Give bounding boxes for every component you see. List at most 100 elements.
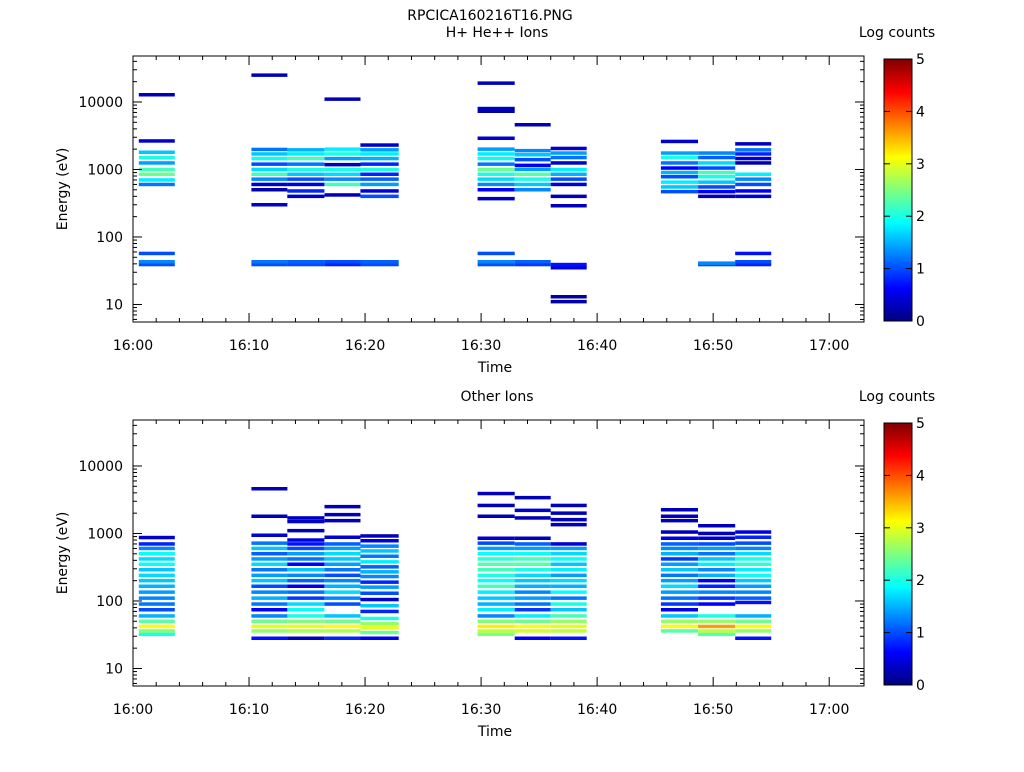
heatmap-cell: [660, 546, 698, 551]
heatmap-cell: [735, 189, 772, 193]
heatmap-cell: [360, 591, 399, 595]
y-tick-label: 100: [96, 594, 123, 610]
heatmap-cell: [138, 546, 175, 551]
x-tick-label: 16:40: [577, 702, 617, 718]
heatmap-cell: [138, 178, 175, 182]
y-tick-label: 100: [96, 230, 123, 246]
heatmap-cell: [360, 172, 399, 176]
heatmap-cell: [287, 608, 325, 612]
heatmap-cell: [360, 626, 399, 630]
heatmap-cell: [287, 162, 325, 166]
heatmap-cell: [660, 189, 698, 194]
heatmap-cell: [735, 578, 772, 583]
x-tick-label: 16:20: [345, 338, 385, 354]
heatmap-cell: [287, 148, 325, 152]
heatmap-cell: [138, 557, 175, 561]
heatmap-cell: [287, 262, 325, 267]
heatmap-cell: [360, 560, 399, 564]
heatmap-cell: [698, 166, 736, 170]
x-tick-label: 17:00: [809, 702, 849, 718]
heatmap-cell: [698, 536, 736, 540]
heatmap-cell: [698, 542, 736, 546]
heatmap-cell: [251, 152, 288, 156]
heatmap-cell: [660, 578, 698, 583]
heatmap-cell: [324, 504, 361, 509]
plot-frame: [132, 419, 865, 687]
heatmap-cell: [324, 147, 361, 151]
heatmap-cell: [514, 584, 551, 588]
heatmap-cell: [477, 260, 515, 264]
heatmap-cell: [514, 262, 551, 267]
heatmap-cell: [360, 148, 399, 152]
heatmap-cell: [360, 189, 399, 193]
heatmap-cell: [550, 629, 587, 633]
panel-title: Other Ions: [460, 389, 533, 405]
heatmap-cell: [550, 578, 587, 583]
heatmap-cell: [287, 562, 325, 566]
heatmap-cell: [287, 590, 325, 594]
heatmap-cell: [514, 546, 551, 551]
heatmap-cell: [360, 597, 399, 602]
heatmap-cell: [735, 584, 772, 588]
heatmap-cell: [287, 519, 325, 524]
heatmap-cell: [138, 602, 175, 606]
heatmap-cell: [251, 541, 288, 545]
heatmap-cell: [287, 596, 325, 600]
heatmap-cell: [660, 614, 698, 618]
heatmap-cell: [251, 596, 288, 600]
y-tick-label: 10: [105, 297, 123, 313]
heatmap-cell: [660, 608, 698, 612]
heatmap-cell: [698, 180, 736, 184]
heatmap-cell: [660, 175, 698, 179]
colorbar-tick-label: 5: [916, 52, 925, 68]
heatmap-cell: [514, 608, 551, 612]
heatmap-cell: [138, 262, 175, 267]
heatmap-cell: [698, 161, 736, 165]
plot-frame: [132, 55, 865, 323]
heatmap-cell: [550, 542, 587, 546]
heatmap-cell: [251, 562, 288, 566]
heatmap-cell: [514, 182, 551, 187]
heatmap-cell: [660, 170, 698, 175]
heatmap-cell: [514, 624, 551, 629]
heatmap-cell: [138, 155, 175, 160]
heatmap-cell: [698, 261, 736, 265]
heatmap-cell: [660, 542, 698, 546]
heatmap-cell: [660, 185, 698, 189]
heatmap-cell: [251, 546, 288, 551]
heatmap-cell: [287, 602, 325, 606]
heatmap-cell: [138, 632, 175, 637]
heatmap-cell: [477, 251, 515, 256]
heatmap-cell: [550, 619, 587, 623]
colorbar-scale: [883, 422, 913, 686]
heatmap-cell: [360, 622, 399, 626]
heatmap-cell: [251, 573, 288, 578]
heatmap-cell: [477, 196, 515, 201]
heatmap-cell: [138, 251, 175, 256]
colorbar: 0 1 2 3 4 5 Log counts: [859, 389, 935, 694]
heatmap-cell: [550, 194, 587, 199]
heatmap-cell: [251, 619, 288, 623]
heatmap-cell: [550, 596, 587, 600]
heatmap-cell: [735, 194, 772, 199]
heatmap-cell: [735, 600, 772, 605]
heatmap-cell: [514, 573, 551, 578]
y-tick-label: 10000: [78, 95, 123, 111]
heatmap-cell: [360, 549, 399, 553]
heatmap-cell: [660, 562, 698, 566]
y-axis: 10 100 1000 10000 Energy (eV): [55, 60, 864, 320]
heatmap-cell: [477, 81, 515, 85]
heatmap-cell: [477, 568, 515, 572]
heatmap-cell: [735, 624, 772, 629]
heatmap-cell: [698, 546, 736, 551]
x-tick-label: 16:30: [461, 702, 501, 718]
heatmap-cell: [287, 619, 325, 623]
heatmap-cell: [138, 619, 175, 623]
heatmap-cell: [735, 619, 772, 623]
heatmap-cell: [287, 568, 325, 572]
heatmap-cell: [251, 629, 288, 633]
heatmap-cell: [550, 608, 587, 612]
heatmap-cell: [660, 619, 698, 623]
